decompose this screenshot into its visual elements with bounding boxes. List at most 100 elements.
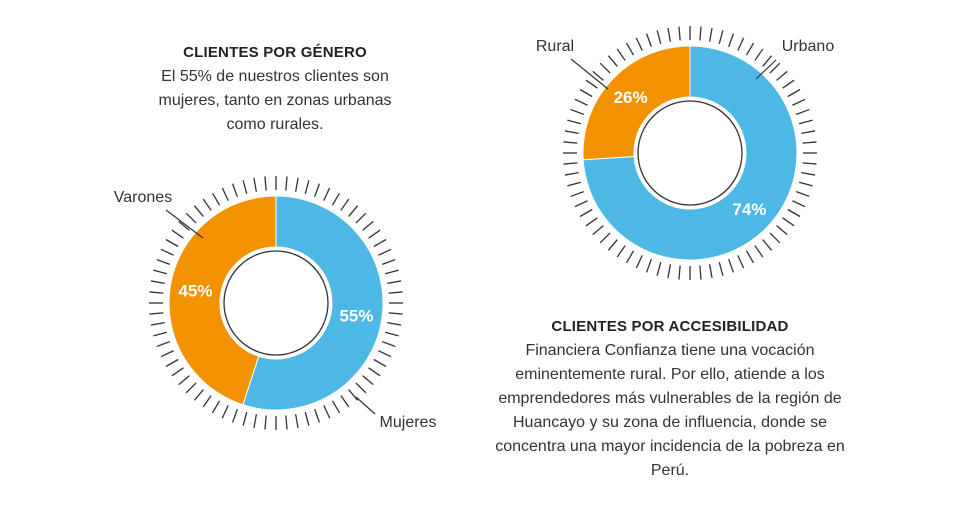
tick-mark	[285, 415, 288, 430]
tick-mark	[150, 280, 165, 285]
tick-mark	[737, 37, 745, 51]
slice-rural	[582, 45, 691, 161]
tick-mark	[754, 245, 764, 258]
slice-mujeres	[242, 195, 384, 411]
tick-mark	[331, 400, 341, 414]
tick-mark	[563, 141, 578, 144]
tick-mark	[570, 108, 585, 115]
tick-mark	[762, 239, 773, 251]
tick-mark	[645, 33, 652, 48]
tick-mark	[314, 408, 321, 423]
tick-mark	[221, 187, 229, 201]
tick-mark	[348, 389, 359, 401]
tick-mark	[801, 171, 816, 176]
tick-mark	[160, 350, 174, 358]
tick-mark	[304, 411, 310, 426]
tick-mark	[171, 229, 184, 239]
tick-mark	[373, 358, 387, 368]
tick-mark	[792, 200, 806, 208]
tick-mark	[737, 255, 745, 269]
tick-mark	[340, 198, 350, 211]
tick-mark	[387, 280, 402, 285]
tick-mark	[355, 382, 367, 394]
tick-mark	[795, 191, 810, 198]
tick-mark	[381, 341, 396, 348]
tick-mark	[153, 269, 168, 275]
tick-mark	[314, 183, 321, 198]
leader-line	[755, 59, 777, 80]
percent-label: 74%	[732, 200, 766, 219]
tick-mark	[782, 217, 795, 227]
tick-mark	[362, 375, 374, 386]
tick-mark	[331, 192, 341, 206]
tick-mark	[156, 341, 171, 348]
genero-text-block: CLIENTES POR GÉNERO El 55% de nuestros c…	[150, 44, 400, 137]
tick-mark	[802, 141, 817, 144]
tick-mark	[221, 405, 229, 419]
tick-mark	[211, 400, 221, 414]
tick-mark	[708, 264, 713, 279]
tick-mark	[678, 26, 681, 41]
tick-mark	[264, 176, 267, 191]
tick-mark	[185, 212, 197, 224]
tick-mark	[564, 171, 579, 176]
tick-ring	[149, 176, 403, 430]
tick-mark	[592, 70, 604, 81]
tick-mark	[388, 312, 403, 315]
tick-mark	[178, 220, 190, 231]
tick-mark	[782, 79, 795, 89]
tick-ring	[563, 26, 817, 280]
tick-mark	[656, 30, 662, 45]
chart-description: El 55% de nuestros clientes son mujeres,…	[158, 68, 392, 133]
tick-mark	[202, 198, 212, 211]
tick-mark	[253, 414, 258, 429]
inner-circle	[637, 100, 743, 206]
tick-mark	[745, 250, 755, 264]
tick-mark	[645, 258, 652, 273]
chart-title: CLIENTES POR ACCESIBILIDAD	[551, 318, 789, 335]
tick-mark	[787, 208, 801, 218]
tick-mark	[728, 33, 735, 48]
tick-mark	[599, 62, 611, 74]
tick-mark	[798, 119, 813, 125]
tick-mark	[340, 395, 350, 408]
tick-mark	[718, 30, 724, 45]
tick-mark	[355, 212, 367, 224]
tick-mark	[745, 42, 755, 56]
tick-mark	[242, 180, 248, 195]
tick-mark	[769, 62, 781, 74]
tick-mark	[294, 177, 299, 192]
tick-mark	[231, 408, 238, 423]
tick-mark	[253, 177, 258, 192]
tick-mark	[165, 238, 179, 248]
tick-mark	[563, 162, 578, 165]
tick-mark	[592, 225, 604, 236]
tick-mark	[699, 265, 702, 280]
chart-title: CLIENTES POR GÉNERO	[183, 44, 367, 61]
tick-mark	[625, 250, 635, 264]
leader-line	[165, 209, 204, 239]
tick-mark	[362, 220, 374, 231]
tick-mark	[304, 180, 310, 195]
percent-label: 55%	[339, 307, 373, 326]
tick-mark	[699, 26, 702, 41]
tick-mark	[635, 255, 643, 269]
slice-name-label: Urbano	[782, 38, 835, 55]
tick-mark	[616, 48, 626, 61]
tick-mark	[160, 248, 174, 256]
tick-mark	[607, 239, 618, 251]
tick-mark	[635, 37, 643, 51]
tick-mark	[570, 191, 585, 198]
tick-mark	[381, 258, 396, 265]
inner-circle	[223, 250, 329, 356]
tick-mark	[567, 181, 582, 187]
tick-mark	[564, 130, 579, 135]
tick-mark	[567, 119, 582, 125]
tick-mark	[776, 225, 788, 236]
tick-mark	[656, 261, 662, 276]
tick-mark	[574, 98, 588, 106]
donut-chart-1: 74% 26% Rural Urbano	[536, 26, 834, 280]
slice-urbano	[582, 45, 798, 261]
tick-mark	[193, 389, 204, 401]
